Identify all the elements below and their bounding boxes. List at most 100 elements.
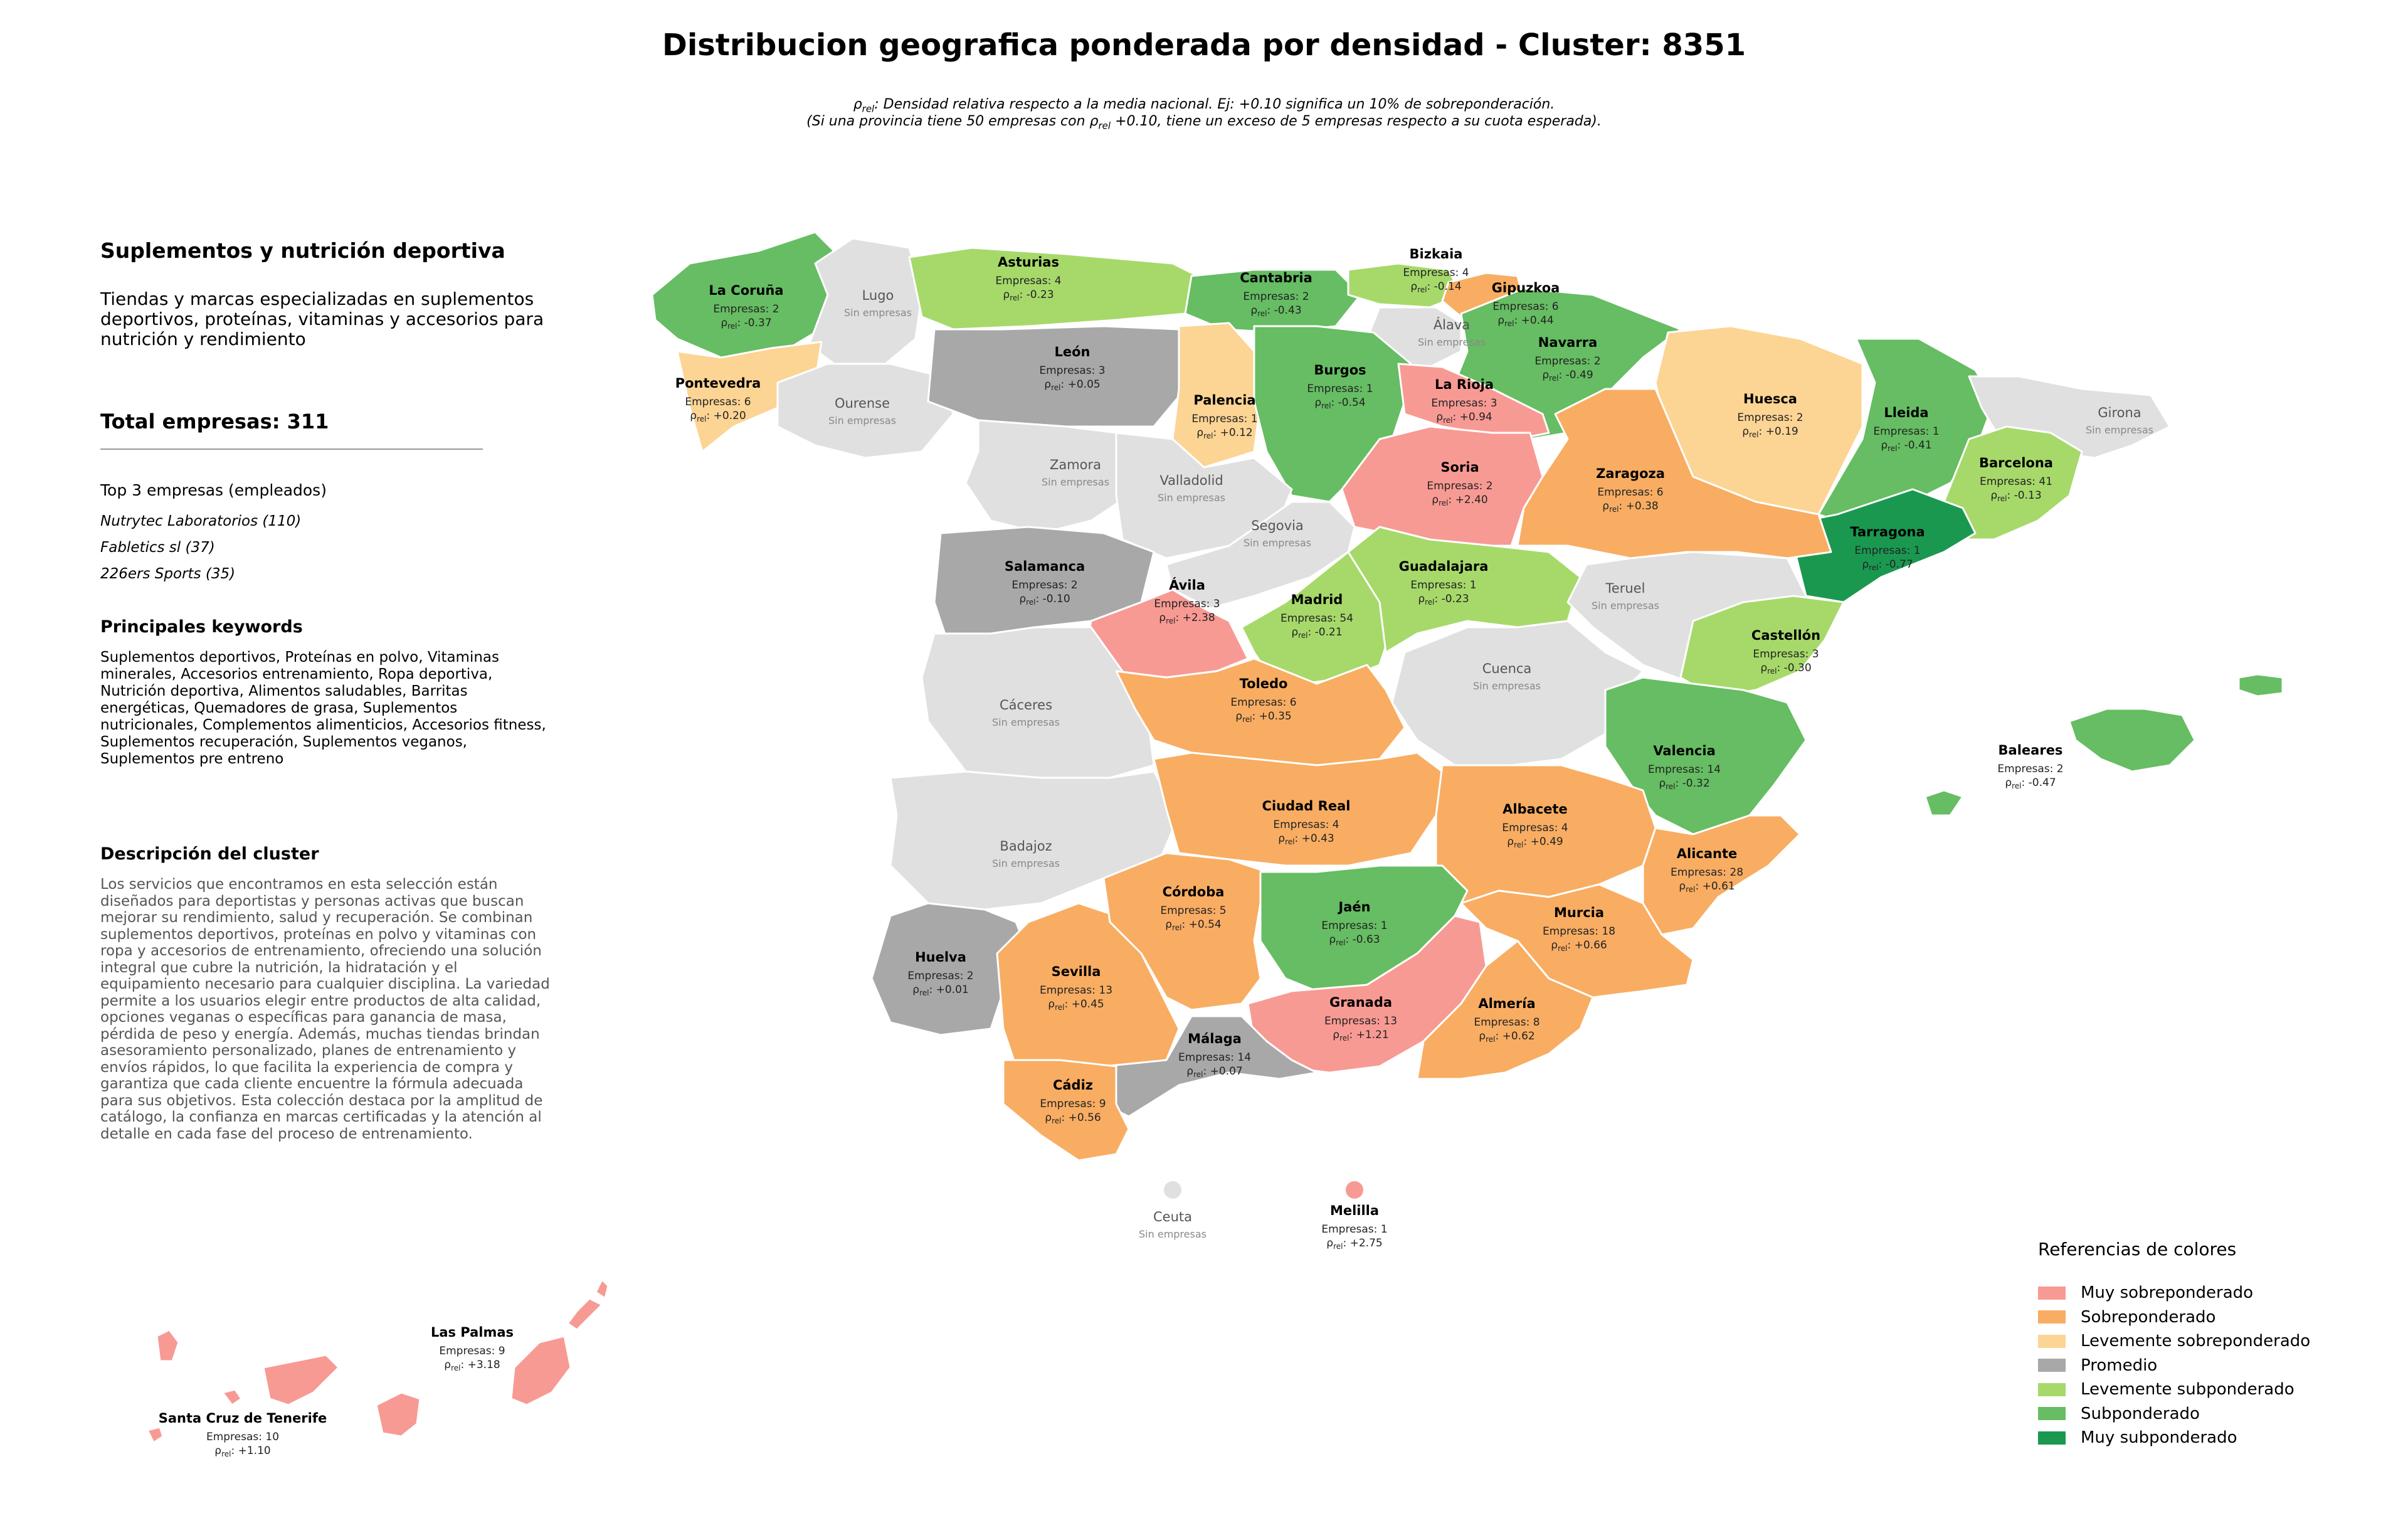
province-name: León [1054, 344, 1090, 359]
legend-swatch [2038, 1334, 2066, 1348]
description-text: Los servicios que encontramos en esta se… [100, 876, 550, 1142]
province-name: Cáceres [1000, 698, 1052, 713]
color-legend: Referencias de colores Muy sobreponderad… [2038, 1239, 2389, 1450]
province-count: Empresas: 9 [439, 1345, 505, 1357]
province-name: Girona [2098, 405, 2141, 420]
province-label-valladolid: Valladolid Sin empresas [1158, 473, 1225, 504]
province-label-avila: Ávila Empresas: 3 ρrel: +2.38 [1154, 577, 1220, 625]
province-name: Granada [1329, 995, 1392, 1010]
province-name: Alicante [1677, 846, 1738, 861]
province-label-badajoz: Badajoz Sin empresas [992, 839, 1060, 869]
province-label-girona: Girona Sin empresas [2086, 405, 2153, 436]
province-name: Palencia [1193, 393, 1255, 408]
province-name: Ávila [1169, 577, 1205, 593]
legend-label: Promedio [2081, 1356, 2158, 1375]
keywords-text: Suplementos deportivos, Proteínas en pol… [100, 649, 546, 767]
province-label-huelva: Huelva Empresas: 2 ρrel: +0.01 [907, 950, 973, 997]
province-label-las-palmas: Las Palmas Empresas: 9 ρrel: +3.18 [431, 1325, 514, 1372]
province-count: Empresas: 8 [1474, 1016, 1539, 1029]
province-name: Guadalajara [1399, 559, 1489, 574]
province-count: Empresas: 4 [995, 275, 1061, 287]
province-rho: ρrel: +0.43 [1278, 832, 1334, 846]
province-count: Empresas: 2 [1737, 411, 1803, 424]
province-santa-cruz-de-tenerife-c [156, 1329, 180, 1362]
top-company-1: Nutrytec Laboratorios (110) [100, 513, 302, 529]
province-rho: ρrel: +0.01 [912, 984, 968, 997]
legend-item-levemente-subponderado: Levemente subponderado [2038, 1377, 2389, 1402]
province-count: Empresas: 1 [1191, 413, 1257, 425]
legend-swatch [2038, 1407, 2066, 1421]
province-count: Empresas: 18 [1543, 925, 1615, 938]
province-count: Empresas: 3 [1753, 648, 1819, 661]
province-name: Cuenca [1482, 661, 1532, 676]
province-name: Gipuzkoa [1492, 280, 1560, 295]
province-no-companies: Sin empresas [1418, 336, 1486, 348]
province-no-companies: Sin empresas [1244, 537, 1311, 549]
legend-label: Levemente sobreponderado [2081, 1332, 2311, 1351]
province-label-santa-cruz-de-tenerife: Santa Cruz de Tenerife Empresas: 10 ρrel: … [159, 1411, 327, 1458]
province-label-ourense: Ourense Sin empresas [828, 396, 896, 427]
province-name: Valladolid [1159, 473, 1223, 488]
province-name: Burgos [1314, 363, 1366, 378]
province-count: Empresas: 6 [1597, 486, 1663, 499]
province-count: Empresas: 28 [1671, 866, 1743, 879]
province-name: Segovia [1251, 518, 1304, 533]
province-santa-cruz-de-tenerife-b [375, 1391, 421, 1438]
province-rho: ρrel: +0.38 [1602, 500, 1658, 514]
province-count: Empresas: 6 [1492, 300, 1558, 313]
legend-item-sobreponderado: Sobreponderado [2038, 1305, 2389, 1330]
province-ceuta [1164, 1181, 1181, 1199]
province-count: Empresas: 2 [713, 303, 779, 316]
legend-swatch [2038, 1431, 2066, 1445]
province-rho: ρrel: +0.49 [1507, 836, 1563, 849]
province-name: Castellón [1751, 628, 1820, 643]
province-count: Empresas: 6 [685, 396, 751, 408]
province-santa-cruz-de-tenerife-e [146, 1426, 164, 1444]
province-name: Huesca [1743, 391, 1797, 406]
top-companies-heading: Top 3 empresas (empleados) [100, 481, 327, 499]
province-count: Empresas: 3 [1431, 397, 1497, 410]
legend-item-muy-subponderado: Muy subponderado [2038, 1426, 2389, 1450]
province-rho: ρrel: +0.44 [1497, 314, 1553, 328]
province-count: Empresas: 5 [1160, 905, 1226, 917]
province-count: Empresas: 2 [907, 970, 973, 982]
province-rho: ρrel: +0.45 [1048, 998, 1104, 1012]
province-name: Pontevedra [675, 376, 761, 391]
province-name: Álava [1434, 317, 1470, 332]
province-count: Empresas: 14 [1648, 763, 1721, 776]
province-rho: ρrel: +0.54 [1165, 918, 1221, 932]
top-company-2: Fabletics sl (37) [100, 539, 215, 556]
total-companies: Total empresas: 311 [100, 410, 329, 433]
legend-swatch [2038, 1382, 2066, 1396]
legend-swatch [2038, 1310, 2066, 1324]
province-name: Madrid [1291, 592, 1343, 607]
province-no-companies: Sin empresas [1158, 492, 1225, 504]
legend-item-levemente-sobreponderado: Levemente sobreponderado [2038, 1329, 2389, 1354]
province-name: Asturias [998, 255, 1059, 270]
province-baleares [2068, 708, 2196, 773]
province-name: Ourense [835, 396, 890, 411]
province-las-palmas-b [566, 1297, 603, 1331]
province-count: Empresas: 10 [206, 1431, 279, 1443]
province-name: Albacete [1502, 802, 1568, 817]
province-name: Málaga [1188, 1031, 1242, 1046]
province-rho: ρrel: -0.37 [721, 317, 771, 331]
legend-item-promedio: Promedio [2038, 1354, 2389, 1378]
province-no-companies: Sin empresas [992, 716, 1060, 728]
province-label-segovia: Segovia Sin empresas [1244, 518, 1311, 549]
province-count: Empresas: 4 [1502, 822, 1568, 834]
